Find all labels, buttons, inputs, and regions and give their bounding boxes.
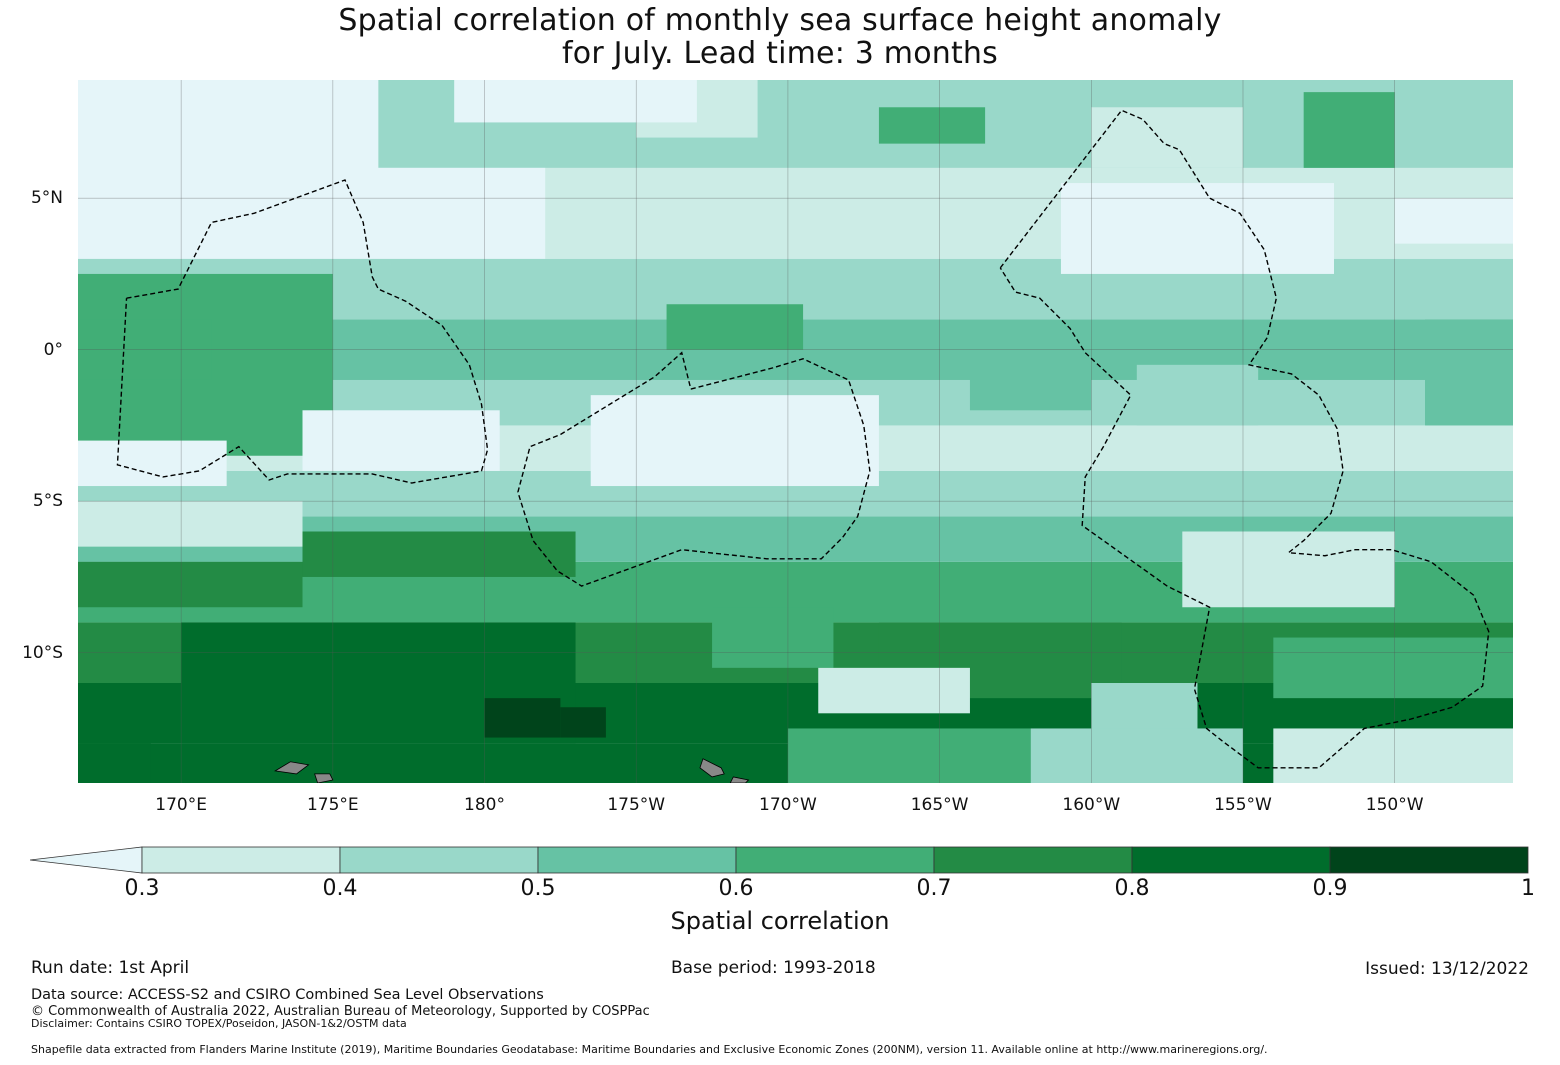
correlation-patch — [878, 107, 986, 144]
correlation-patch — [1273, 637, 1513, 699]
longitude-tick-label: 170°E — [155, 795, 207, 815]
correlation-patch — [969, 334, 1092, 411]
correlation-patch — [454, 80, 697, 123]
colorbar-segment — [735, 846, 935, 874]
latitude-tick-label: 0° — [43, 339, 63, 360]
longitude-tick-label: 160°W — [1062, 795, 1121, 815]
correlation-patch — [590, 395, 879, 487]
colorbar-extend-triangle — [30, 846, 143, 874]
colorbar-segment — [1131, 846, 1331, 874]
island-shape — [729, 776, 750, 783]
correlation-patch — [818, 667, 970, 714]
colorbar-segment — [933, 846, 1133, 874]
longitude-tick-label: 180° — [464, 795, 506, 815]
eez-boundary — [517, 351, 871, 587]
correlation-patch — [1273, 728, 1513, 783]
correlation-patch — [78, 561, 303, 608]
correlation-patch — [78, 743, 151, 783]
island-shape — [314, 773, 334, 783]
colorbar-tick-label: 0.9 — [1312, 876, 1348, 901]
correlation-patch — [1060, 183, 1335, 274]
correlation-patch — [1091, 107, 1243, 168]
run-date-text: Run date: 1st April — [31, 958, 190, 978]
colorbar-tick-label: 0.3 — [124, 876, 160, 901]
latitude-tick-label: 10°S — [22, 642, 63, 663]
correlation-patch — [666, 304, 804, 350]
colorbar-segment — [141, 846, 341, 874]
correlation-patch — [1303, 92, 1395, 168]
map-title-line-2: for July. Lead time: 3 months — [562, 36, 998, 71]
island-shape — [274, 761, 310, 775]
copyright-text: © Commonwealth of Australia 2022, Austra… — [31, 1004, 650, 1019]
correlation-patch — [787, 728, 1031, 783]
colorbar-tick-label: 0.6 — [718, 876, 754, 901]
longitude-tick-label: 170°W — [759, 795, 817, 815]
correlation-patch — [78, 440, 227, 487]
colorbar-tick-label: 1 — [1521, 876, 1535, 901]
correlation-patch — [712, 607, 834, 668]
correlation-patch — [484, 698, 561, 738]
island-shape — [699, 758, 725, 778]
longitude-tick-label: 175°E — [306, 795, 359, 815]
correlation-patch — [78, 501, 303, 547]
correlation-patch — [1394, 198, 1513, 244]
longitude-tick-label: 175°W — [607, 795, 666, 815]
longitude-tick-label: 150°W — [1365, 795, 1424, 815]
map-panel[interactable] — [78, 80, 1513, 783]
latitude-tick-label: 5°N — [30, 188, 63, 209]
correlation-patch — [1030, 728, 1243, 783]
shapefile-credit-text: Shapefile data extracted from Flanders M… — [31, 1043, 1268, 1056]
eez-boundary — [999, 109, 1490, 769]
issued-date-text: Issued: 13/12/2022 — [1365, 959, 1529, 979]
colorbar-segment — [1329, 846, 1529, 874]
correlation-patch — [560, 707, 606, 738]
colorbar-tick-label: 0.8 — [1114, 876, 1150, 901]
disclaimer-text: Disclaimer: Contains CSIRO TOPEX/Poseido… — [31, 1017, 407, 1030]
eez-boundary — [116, 179, 489, 484]
colorbar-tick-label: 0.7 — [916, 876, 952, 901]
latitude-tick-label: 5°S — [32, 491, 63, 512]
colorbar-segment — [537, 846, 737, 874]
correlation-patch — [302, 531, 576, 577]
correlation-patch — [1425, 319, 1513, 426]
base-period-text: Base period: 1993-2018 — [671, 958, 876, 978]
colorbar — [30, 846, 1529, 874]
longitude-tick-label: 155°W — [1214, 795, 1272, 815]
map-title-line-1: Spatial correlation of monthly sea surfa… — [338, 3, 1222, 38]
correlation-patch — [1182, 531, 1395, 608]
colorbar-segment — [339, 846, 539, 874]
data-source-text: Data source: ACCESS-S2 and CSIRO Combine… — [31, 987, 544, 1003]
colorbar-tick-label: 0.4 — [322, 876, 358, 901]
correlation-patch — [1136, 364, 1259, 426]
colorbar-label: Spatial correlation — [670, 907, 890, 935]
colorbar-tick-label: 0.5 — [520, 876, 556, 901]
correlation-patch — [78, 167, 546, 259]
correlation-patch — [302, 410, 500, 471]
correlation-map[interactable] — [78, 80, 1513, 783]
longitude-tick-label: 165°W — [910, 795, 969, 815]
